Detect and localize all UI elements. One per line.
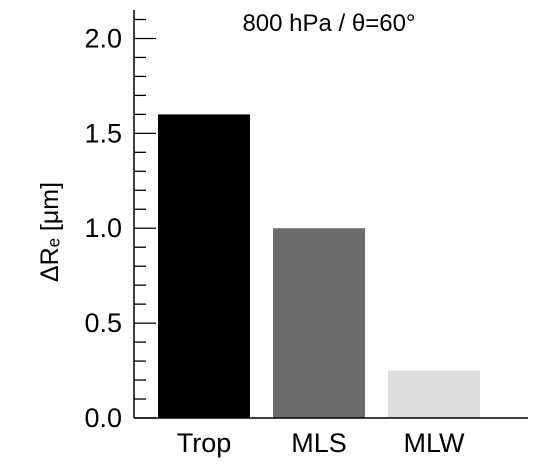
y-axis-label: ΔRₑ [μm] bbox=[36, 182, 64, 282]
category-label-mls: MLS bbox=[291, 428, 347, 458]
category-labels-group: Trop MLS MLW bbox=[177, 428, 465, 458]
bars-group bbox=[158, 114, 480, 418]
y-tick-label: 1.5 bbox=[84, 118, 122, 148]
bar-trop bbox=[158, 114, 250, 418]
y-tick-label: 1.0 bbox=[84, 213, 122, 243]
bar-mls bbox=[273, 228, 365, 418]
chart-title: 800 hPa / θ=60° bbox=[242, 10, 415, 37]
y-tick-label: 0.5 bbox=[84, 308, 122, 338]
y-tick-label: 2.0 bbox=[84, 23, 122, 53]
category-label-mlw: MLW bbox=[404, 428, 466, 458]
y-ticks-group: 0.0 0.5 1.0 1.5 2.0 bbox=[84, 18, 156, 433]
y-tick-label: 0.0 bbox=[84, 403, 122, 433]
category-label-trop: Trop bbox=[177, 428, 232, 458]
bar-mlw bbox=[388, 370, 480, 418]
